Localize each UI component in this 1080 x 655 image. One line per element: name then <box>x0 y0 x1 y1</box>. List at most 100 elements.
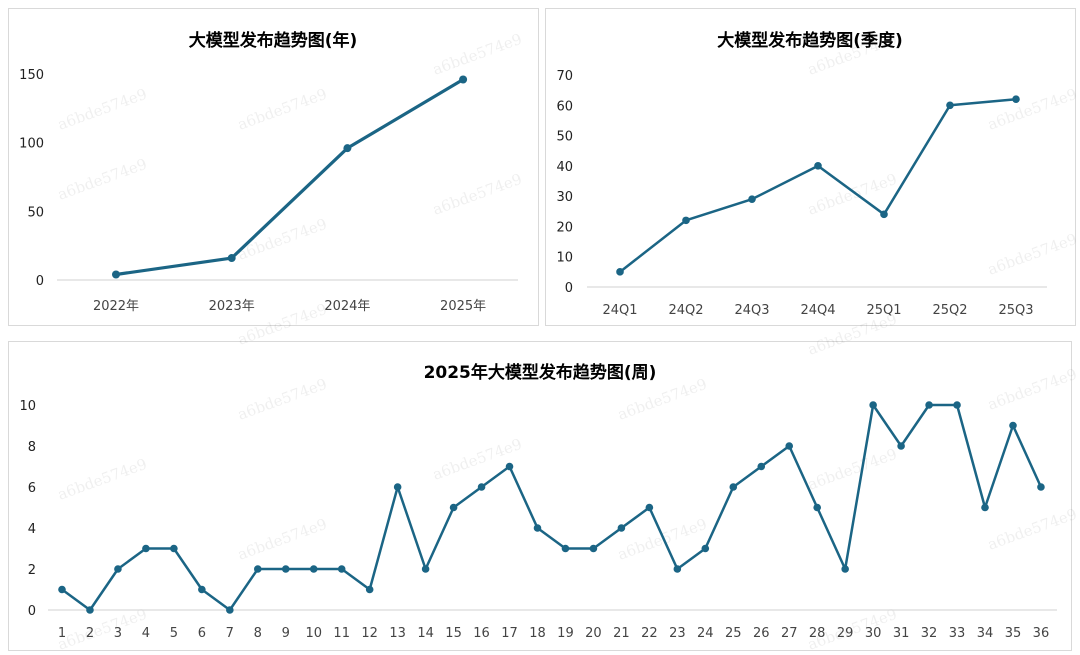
data-point <box>198 585 206 594</box>
data-point <box>1009 421 1017 430</box>
y-tick-label: 100 <box>19 137 44 152</box>
x-tick-label: 24 <box>697 626 714 641</box>
x-tick-label: 24Q2 <box>668 303 703 318</box>
data-point <box>682 216 690 225</box>
data-point <box>227 254 236 263</box>
data-point <box>253 565 262 573</box>
data-point <box>813 503 821 512</box>
x-tick-label: 28 <box>809 626 826 641</box>
data-point <box>309 565 318 573</box>
data-point <box>785 442 794 450</box>
x-tick-label: 3 <box>114 626 122 641</box>
x-tick-label: 1 <box>58 626 66 641</box>
data-point <box>748 195 756 203</box>
data-point <box>58 585 66 594</box>
data-point <box>897 442 905 450</box>
y-tick-label: 20 <box>556 220 573 235</box>
data-point <box>142 544 150 553</box>
data-point <box>112 270 120 279</box>
data-point <box>114 565 122 573</box>
series-line <box>115 78 464 277</box>
data-point <box>880 210 888 219</box>
chart-title-weekly: 2025年大模型发布趋势图(周) <box>424 362 657 383</box>
y-tick-label: 8 <box>28 440 36 455</box>
y-tick-label: 4 <box>28 522 36 537</box>
y-tick-label: 10 <box>556 251 573 266</box>
data-point <box>645 503 654 512</box>
y-tick-label: 150 <box>19 68 44 83</box>
data-point <box>946 101 954 110</box>
x-tick-label: 18 <box>529 626 546 641</box>
panel-quarterly <box>545 8 1076 326</box>
chart-title-quarterly: 大模型发布趋势图(季度) <box>717 30 903 51</box>
panel-yearly <box>8 8 539 326</box>
data-point <box>814 162 822 170</box>
x-tick-label: 25 <box>725 626 742 641</box>
x-tick-label: 15 <box>445 626 462 641</box>
data-point <box>477 483 486 491</box>
x-tick-label: 4 <box>142 626 150 641</box>
x-tick-label: 2024年 <box>324 299 370 314</box>
x-tick-label: 6 <box>198 626 206 641</box>
data-point <box>869 401 877 409</box>
x-tick-label: 10 <box>305 626 322 641</box>
y-tick-label: 50 <box>556 130 573 145</box>
x-tick-label: 8 <box>254 626 262 641</box>
y-tick-label: 0 <box>565 281 573 296</box>
data-point <box>343 144 352 153</box>
y-tick-label: 60 <box>556 99 573 114</box>
data-point <box>757 462 766 471</box>
data-point <box>1037 483 1045 491</box>
x-tick-label: 36 <box>1033 626 1050 641</box>
y-tick-label: 10 <box>19 399 36 414</box>
data-point <box>953 401 961 409</box>
data-point <box>701 544 710 553</box>
data-point <box>925 401 933 409</box>
x-tick-label: 25Q2 <box>932 303 967 318</box>
x-tick-label: 26 <box>753 626 770 641</box>
x-tick-label: 2025年 <box>440 299 486 314</box>
x-tick-label: 27 <box>781 626 798 641</box>
plot-yearly: 0 50 100 150 2022年 2023年 2024年 2025年 <box>19 68 518 314</box>
data-point <box>337 565 346 573</box>
x-tick-label: 13 <box>389 626 406 641</box>
data-point <box>459 75 468 84</box>
y-tick-label: 30 <box>556 190 573 205</box>
x-tick-label: 25Q3 <box>998 303 1033 318</box>
x-tick-label: 2022年 <box>93 299 139 314</box>
y-tick-label: 2 <box>28 563 36 578</box>
data-point <box>281 565 290 573</box>
x-tick-label: 24Q4 <box>800 303 835 318</box>
x-tick-label: 21 <box>613 626 630 641</box>
x-tick-label: 25Q1 <box>866 303 901 318</box>
data-point <box>981 503 989 512</box>
y-tick-label: 0 <box>28 604 36 619</box>
data-point <box>86 606 94 614</box>
x-tick-label: 2 <box>86 626 94 641</box>
data-point <box>365 585 374 594</box>
data-point <box>729 483 738 491</box>
chart-title-yearly: 大模型发布趋势图(年) <box>189 30 358 51</box>
data-point <box>589 544 598 553</box>
data-point <box>561 544 570 553</box>
y-tick-label: 70 <box>556 69 573 84</box>
data-point <box>673 565 682 573</box>
x-tick-label: 32 <box>921 626 938 641</box>
y-tick-label: 6 <box>28 481 36 496</box>
x-tick-label: 17 <box>501 626 518 641</box>
data-point <box>841 565 849 573</box>
x-tick-label: 34 <box>977 626 994 641</box>
x-tick-label: 33 <box>949 626 966 641</box>
y-tick-label: 0 <box>36 274 44 289</box>
x-tick-label: 31 <box>893 626 910 641</box>
panel-weekly <box>8 341 1072 651</box>
x-tick-label: 2023年 <box>209 299 255 314</box>
x-tick-label: 23 <box>669 626 686 641</box>
x-tick-label: 35 <box>1005 626 1022 641</box>
x-tick-label: 5 <box>170 626 178 641</box>
y-tick-label: 50 <box>27 205 44 220</box>
x-tick-label: 11 <box>333 626 350 641</box>
data-point <box>505 462 514 471</box>
